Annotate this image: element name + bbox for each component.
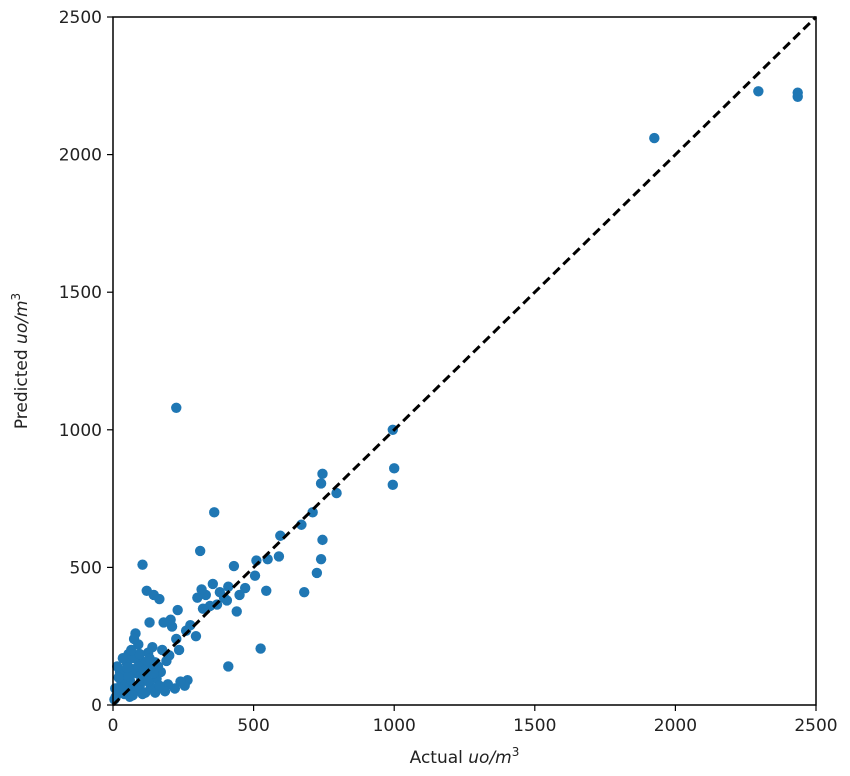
data-point — [192, 592, 203, 603]
y-axis-label: Predicted uo/m3 — [9, 293, 32, 429]
data-point — [387, 479, 398, 491]
data-point — [112, 661, 123, 672]
data-point — [175, 676, 186, 687]
data-point — [196, 584, 207, 595]
data-point — [261, 585, 272, 596]
data-point — [123, 670, 134, 682]
x-tick-label: 500 — [237, 716, 269, 736]
y-tick-label: 1000 — [59, 421, 102, 441]
y-tick-label: 2000 — [59, 146, 102, 166]
data-point — [223, 581, 234, 592]
data-point — [223, 661, 234, 672]
data-point — [249, 570, 261, 581]
data-point — [161, 655, 172, 667]
data-point — [190, 631, 202, 642]
data-point — [317, 468, 328, 480]
data-point — [231, 606, 242, 617]
data-point — [197, 603, 209, 614]
x-axis-label-main: Actual — [410, 748, 469, 768]
x-tick-label: 1500 — [513, 716, 556, 736]
data-point — [299, 586, 310, 598]
y-axis-label-exponent: 3 — [9, 293, 23, 301]
data-point — [134, 648, 145, 660]
data-point — [389, 463, 400, 474]
data-point — [154, 680, 165, 691]
data-point — [137, 559, 148, 570]
data-point — [315, 553, 327, 565]
x-axis-label-unit: uo/m — [468, 748, 511, 768]
data-point — [273, 551, 285, 562]
data-point — [753, 86, 764, 97]
data-point — [158, 617, 169, 628]
y-tick-label: 2500 — [59, 8, 102, 28]
data-point — [275, 530, 286, 541]
y-axis-label-main: Predicted — [12, 344, 32, 429]
data-point — [172, 604, 183, 616]
data-point — [126, 644, 137, 656]
data-point — [127, 690, 138, 701]
data-point — [331, 487, 342, 499]
data-point — [173, 644, 185, 656]
data-point — [239, 582, 251, 594]
data-point — [307, 507, 318, 518]
data-point — [144, 617, 155, 628]
data-point — [209, 507, 220, 518]
data-point — [311, 567, 323, 579]
x-axis-label: Actual uo/m3 — [410, 745, 520, 768]
data-point — [144, 653, 155, 664]
x-tick-label: 2000 — [654, 716, 697, 736]
y-tick-label: 1500 — [59, 283, 102, 303]
data-point — [228, 560, 240, 572]
data-point — [792, 91, 803, 103]
data-points — [109, 86, 803, 705]
data-point — [194, 545, 206, 557]
data-point — [649, 132, 660, 144]
data-point — [315, 478, 327, 489]
y-axis-label-unit: uo/m — [12, 300, 32, 343]
data-point — [207, 578, 219, 590]
x-axis-ticks: 0 500 1000 1500 2000 2500 — [108, 705, 838, 736]
x-axis-label-exponent: 3 — [512, 745, 520, 759]
x-tick-label: 0 — [108, 716, 119, 736]
data-point — [180, 625, 192, 636]
data-point — [148, 668, 159, 679]
x-tick-label: 2500 — [794, 716, 837, 736]
data-point — [234, 589, 245, 601]
y-tick-label: 500 — [70, 558, 102, 578]
y-axis-ticks: 0 500 1000 1500 2000 2500 — [59, 8, 113, 716]
x-tick-label: 1000 — [373, 716, 416, 736]
identity-reference-line — [111, 15, 818, 707]
data-point — [317, 534, 328, 546]
data-point — [113, 672, 124, 683]
data-point — [128, 633, 140, 645]
data-point — [141, 585, 152, 596]
data-point — [171, 402, 182, 413]
y-tick-label: 0 — [91, 696, 102, 716]
data-point — [121, 662, 133, 674]
data-point — [142, 676, 154, 687]
data-point — [137, 688, 148, 700]
data-point — [214, 586, 226, 598]
plot-frame — [112, 16, 817, 706]
data-point — [117, 653, 129, 664]
data-point — [255, 643, 266, 654]
